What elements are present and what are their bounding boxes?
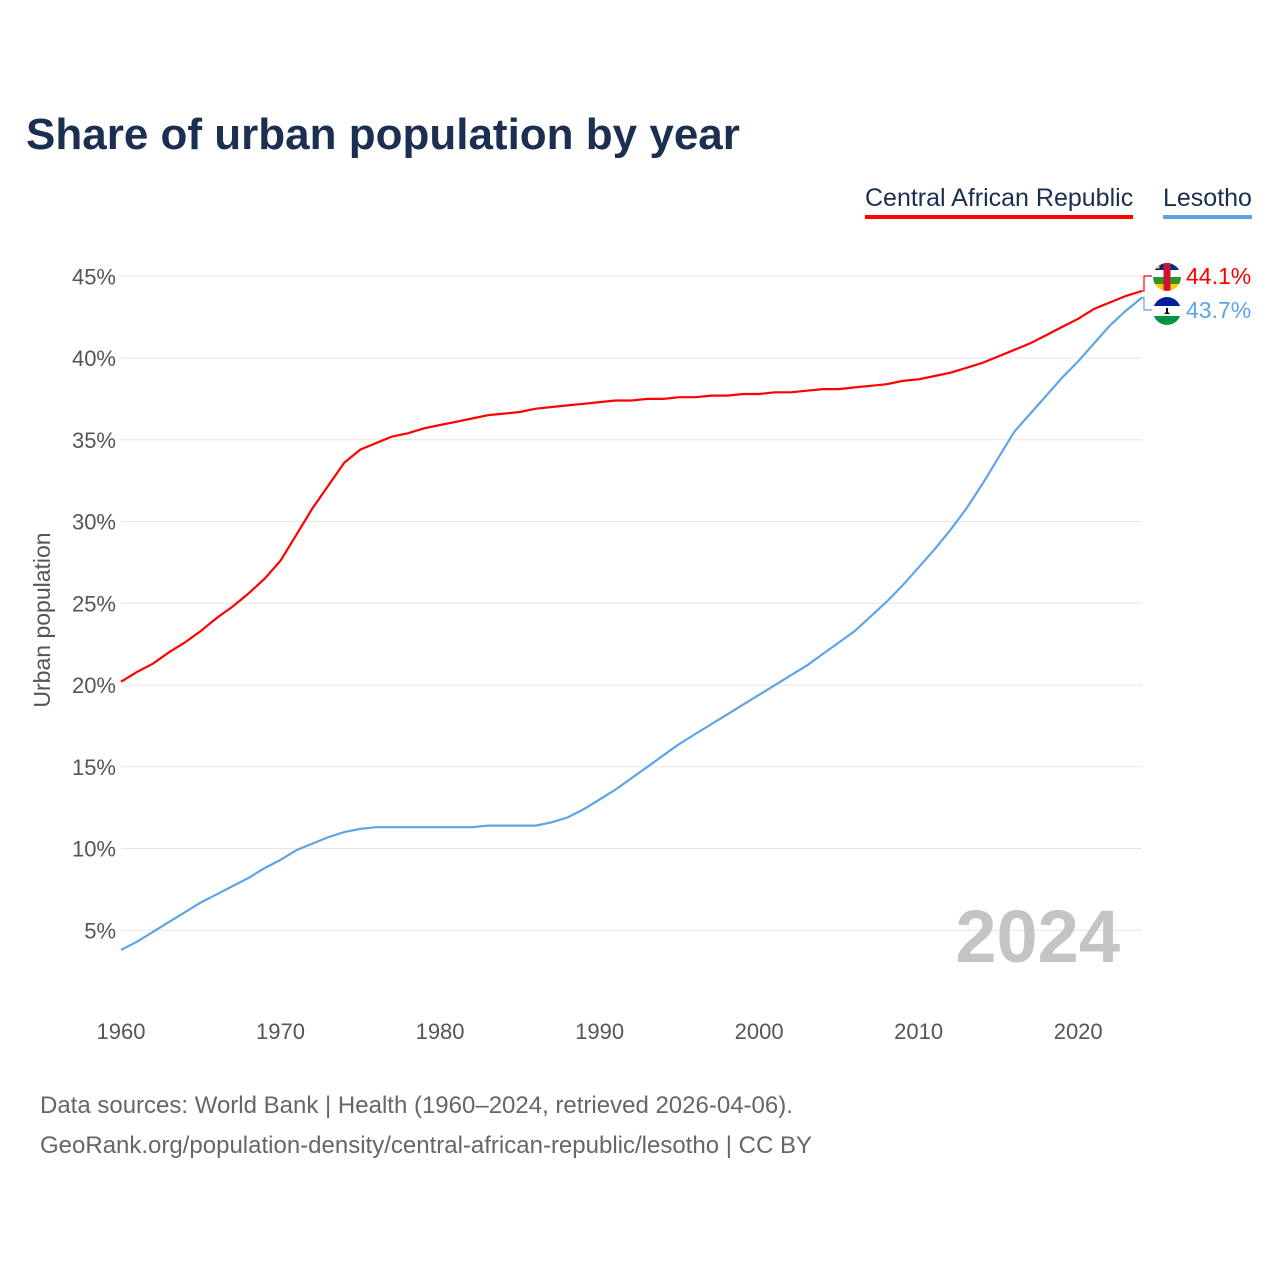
y-tick-label: 10% [72,837,116,862]
end-value-label: 43.7% [1186,297,1251,323]
end-label-connector [1142,275,1152,292]
x-tick-label: 2010 [894,1019,943,1044]
source-url-text[interactable]: GeoRank.org/population-density/central-a… [40,1132,812,1159]
y-tick-label: 15% [72,755,116,780]
data-source-text: Data sources: World Bank | Health (1960–… [40,1092,793,1119]
legend-item-lesotho[interactable]: Lesotho [1163,184,1252,219]
y-tick-label: 25% [72,591,116,616]
y-tick-label: 45% [72,264,116,289]
x-tick-label: 1980 [416,1019,465,1044]
chart-title: Share of urban population by year [26,110,740,159]
series-line-central-african-republic[interactable] [120,289,1143,683]
end-value-label: 44.1% [1186,263,1251,289]
x-tick-label: 1960 [97,1019,146,1044]
y-tick-label: 5% [84,918,116,943]
flag-central-african-republic-icon [1153,263,1181,291]
y-tick-label: 35% [72,428,116,453]
y-tick-label: 40% [72,346,116,371]
y-tick-label: 20% [72,673,116,698]
footer: Data sources: World Bank | Health (1960–… [40,1086,812,1166]
end-label-connector [1142,296,1152,311]
y-tick-label: 30% [72,510,116,535]
legend-item-central-african-republic[interactable]: Central African Republic [865,184,1134,219]
series-line-lesotho[interactable] [120,296,1143,951]
flag-lesotho-icon [1153,297,1181,325]
y-axis-label: Urban population [29,532,55,707]
x-tick-label: 1970 [256,1019,305,1044]
x-tick-label: 2000 [735,1019,784,1044]
year-watermark: 2024 [955,895,1120,978]
x-tick-label: 2020 [1054,1019,1103,1044]
x-tick-label: 1990 [575,1019,624,1044]
